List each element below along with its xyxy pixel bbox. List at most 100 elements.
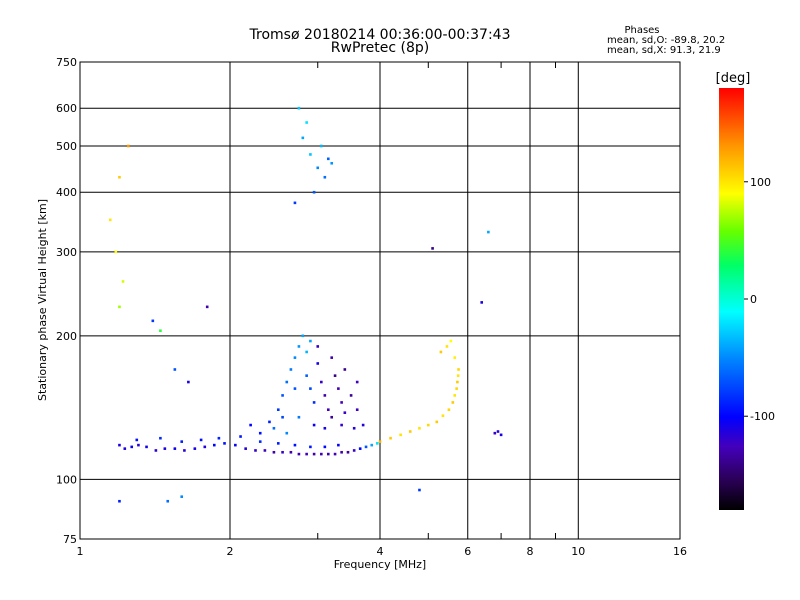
- data-point: [309, 339, 312, 343]
- data-point: [151, 319, 155, 323]
- data-point: [293, 387, 297, 390]
- data-point: [293, 443, 297, 447]
- data-point: [159, 436, 162, 440]
- point-cluster: [118, 230, 503, 503]
- data-point: [343, 368, 347, 371]
- x-tick-label: 6: [464, 545, 471, 558]
- data-point: [154, 449, 158, 452]
- colorbar-label: [deg]: [716, 71, 751, 86]
- data-point: [118, 305, 121, 309]
- data-point: [305, 350, 308, 354]
- point-cluster: [378, 339, 460, 443]
- data-point: [281, 450, 284, 454]
- data-point: [333, 374, 337, 377]
- data-point: [320, 380, 323, 384]
- plot-area: [79, 61, 681, 540]
- data-point: [126, 144, 130, 148]
- data-point: [163, 447, 167, 450]
- data-point: [180, 440, 184, 443]
- data-point: [281, 394, 284, 397]
- data-point: [330, 415, 334, 419]
- data-point: [272, 450, 276, 454]
- data-point: [327, 157, 330, 161]
- point-cluster: [249, 334, 365, 435]
- data-point: [118, 175, 121, 179]
- data-point: [457, 368, 460, 371]
- data-point: [418, 426, 421, 430]
- data-point: [301, 136, 305, 140]
- data-point: [355, 380, 359, 384]
- y-axis: 75 100 200 300 400 500 600 750: [56, 56, 77, 546]
- data-point: [234, 443, 237, 447]
- data-point: [312, 452, 316, 456]
- data-point: [239, 435, 242, 438]
- grid-lines: [80, 62, 680, 539]
- data-point: [355, 408, 359, 412]
- minor-ticks: [317, 62, 556, 539]
- data-point: [187, 380, 190, 384]
- data-point: [293, 201, 297, 205]
- data-point: [480, 301, 484, 304]
- data-point: [453, 394, 457, 397]
- data-point: [333, 452, 337, 456]
- data-point: [108, 218, 112, 222]
- data-point: [375, 442, 379, 445]
- data-point: [258, 440, 262, 443]
- data-point: [309, 387, 312, 390]
- data-point: [297, 415, 301, 419]
- colorbar-ticks: 100 0 -100: [744, 176, 775, 423]
- chart-title: Tromsø 20180214 00:36:00-00:37:43: [249, 27, 511, 43]
- y-tick-label: 300: [56, 246, 77, 259]
- data-point: [445, 345, 449, 348]
- x-tick-label: 16: [673, 545, 687, 558]
- y-tick-label: 500: [56, 140, 77, 153]
- stats-line-o: mean, sd,O: -89.8, 20.2: [607, 35, 725, 46]
- y-tick-label: 100: [56, 473, 77, 486]
- data-point: [297, 345, 301, 348]
- data-point: [145, 445, 148, 449]
- data-point: [166, 499, 170, 503]
- data-point: [447, 408, 451, 412]
- data-point: [289, 450, 293, 454]
- data-point: [312, 190, 316, 194]
- data-point: [199, 438, 203, 442]
- data-point: [340, 450, 343, 454]
- data-point: [323, 426, 327, 430]
- data-point: [399, 433, 402, 437]
- data-point: [276, 442, 280, 445]
- data-point: [118, 443, 121, 447]
- data-point: [217, 436, 221, 440]
- data-point: [180, 495, 184, 498]
- data-point: [361, 423, 365, 427]
- data-point: [305, 374, 308, 377]
- data-point: [272, 426, 276, 430]
- data-point: [223, 442, 226, 445]
- colorbar: [deg] 100 0 -100: [716, 71, 775, 510]
- data-point: [346, 450, 350, 454]
- data-point: [293, 356, 297, 359]
- data-point: [340, 423, 343, 427]
- data-point: [316, 362, 320, 365]
- data-point: [249, 423, 252, 427]
- data-point: [297, 106, 301, 110]
- data-point: [118, 499, 121, 503]
- stats-line-x: mean, sd,X: 91.3, 21.9: [607, 45, 721, 56]
- data-point: [268, 420, 271, 424]
- data-point: [258, 431, 262, 435]
- data-point: [352, 426, 356, 430]
- y-axis-label: Stationary phase Virtual Height [km]: [36, 199, 49, 401]
- x-axis-label: Frequency [MHz]: [334, 558, 426, 571]
- data-point: [244, 447, 247, 450]
- data-point: [349, 394, 353, 397]
- data-point: [337, 387, 340, 390]
- data-point: [499, 433, 503, 437]
- data-point: [316, 345, 320, 348]
- data-point: [263, 449, 267, 452]
- data-point: [323, 394, 327, 397]
- data-point: [439, 350, 443, 354]
- y-tick-label: 75: [63, 533, 77, 546]
- data-point: [114, 250, 118, 254]
- data-point: [305, 452, 308, 456]
- data-point: [205, 305, 209, 309]
- data-point: [281, 415, 284, 419]
